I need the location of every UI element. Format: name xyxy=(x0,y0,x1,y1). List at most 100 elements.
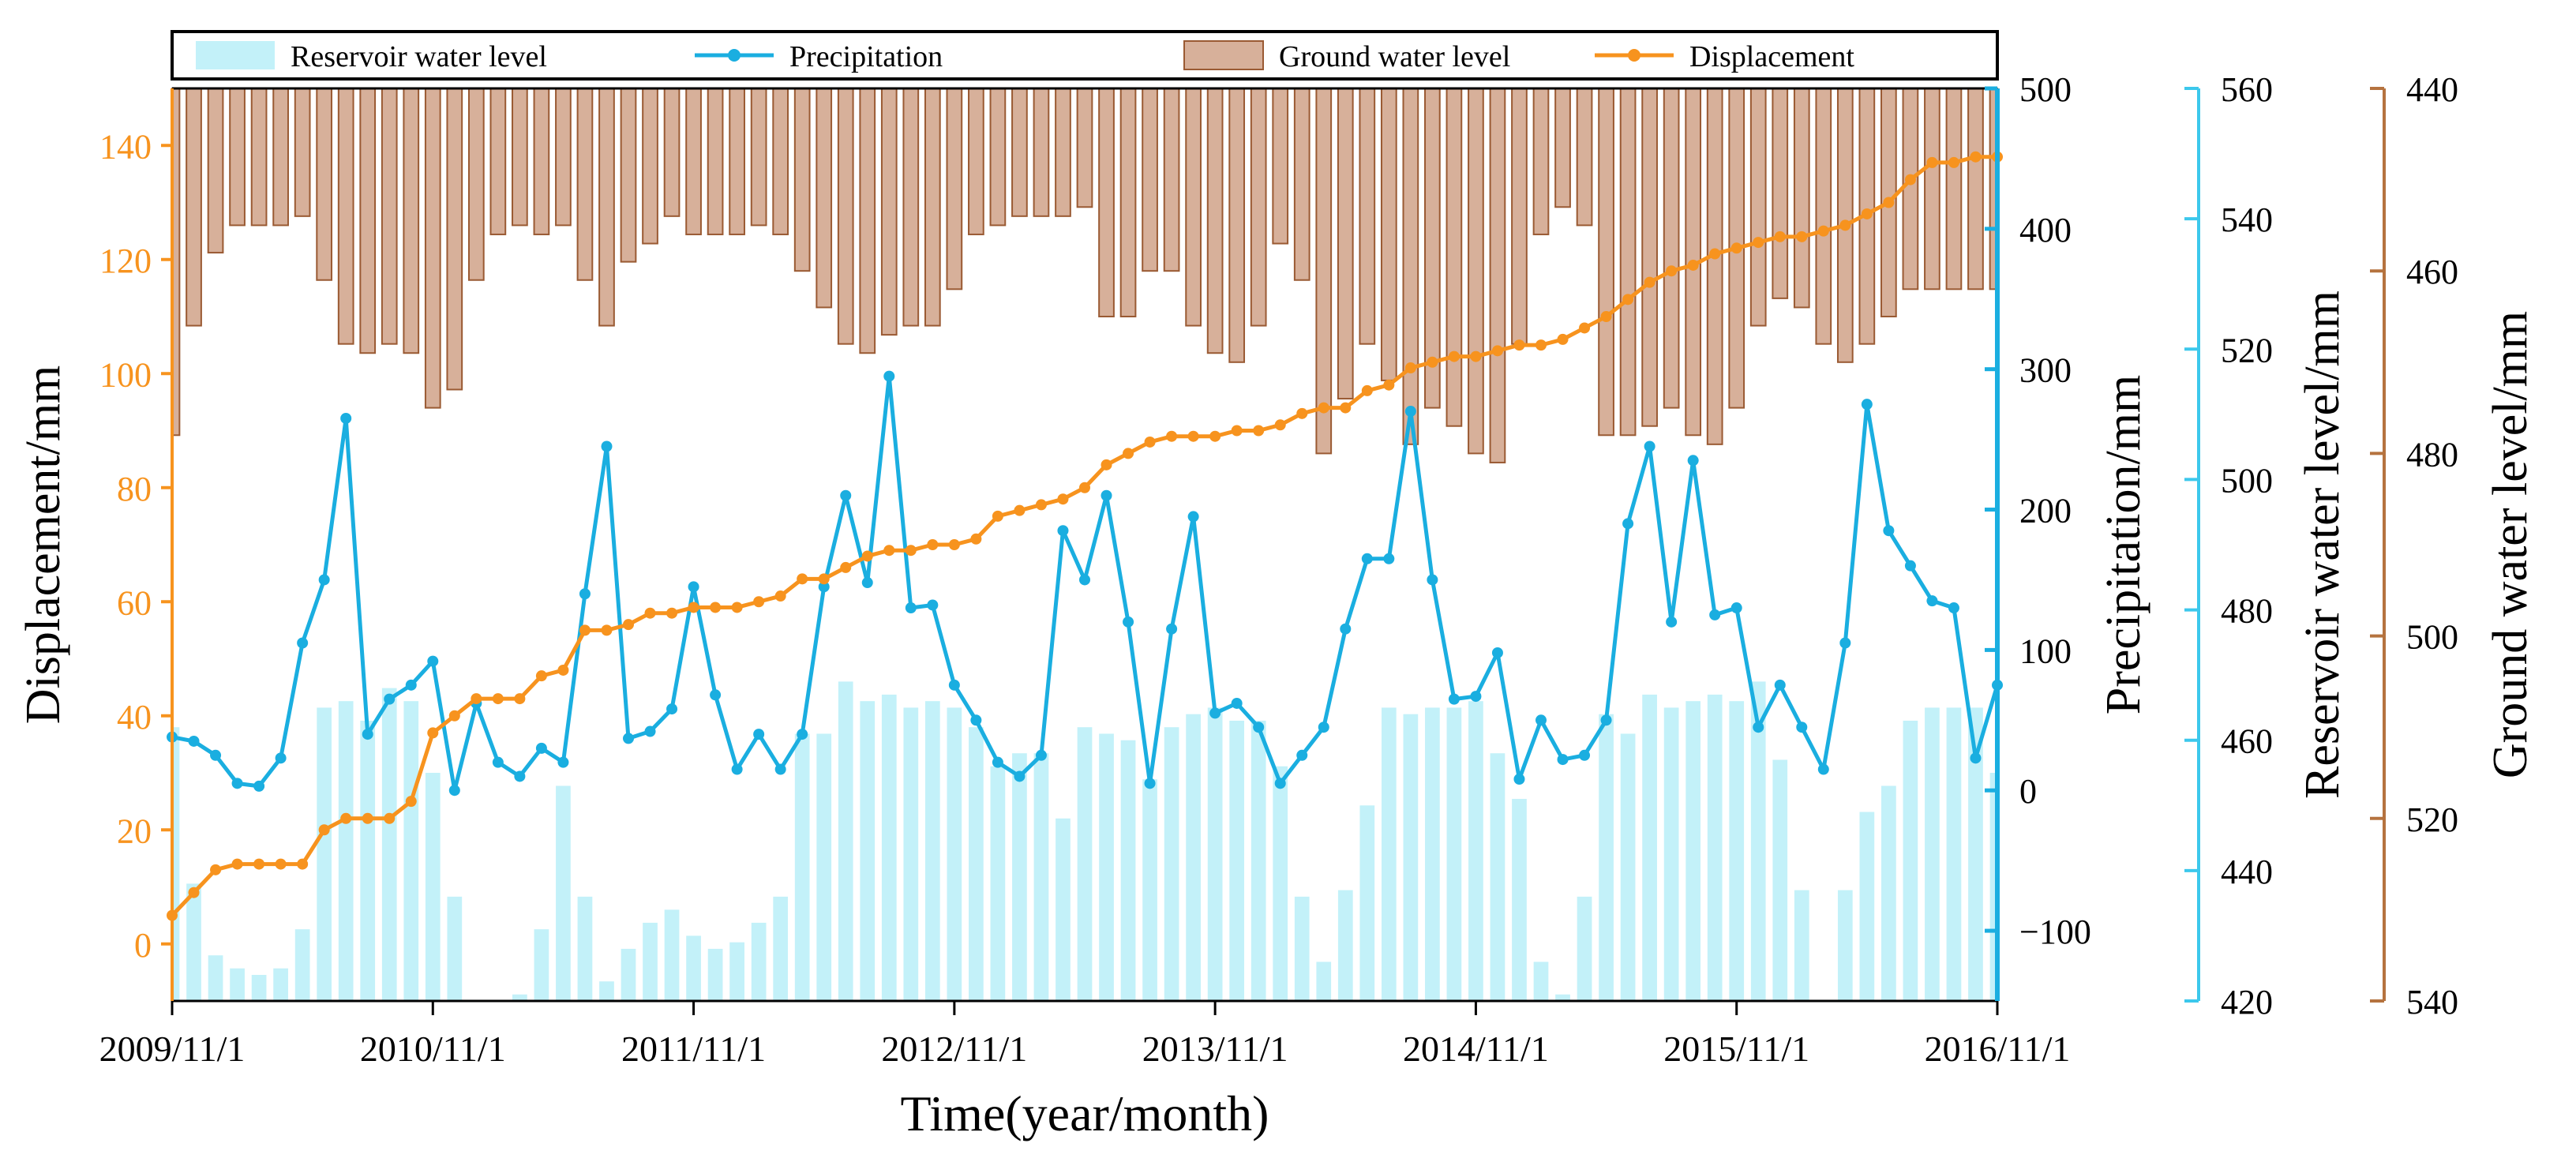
reservoir-bar xyxy=(1099,733,1114,1001)
displacement-point xyxy=(601,624,613,636)
precipitation-point xyxy=(970,714,982,726)
reservoir-bar xyxy=(1663,707,1679,1001)
displacement-point xyxy=(1187,430,1199,442)
reservoir-bar xyxy=(1229,720,1245,1001)
precipitation-axis-title: Precipitation/mm xyxy=(2097,375,2150,715)
reservoir-bar xyxy=(577,896,593,1001)
precipitation-point xyxy=(405,679,417,691)
ground-water-bar xyxy=(1337,88,1354,400)
displacement-point xyxy=(427,727,439,739)
ground-water-bar xyxy=(1119,88,1137,317)
reservoir-bar xyxy=(208,955,223,1001)
groundwater-tick-label: 540 xyxy=(2406,983,2458,1021)
displacement-point xyxy=(774,590,786,602)
displacement-point xyxy=(318,824,330,836)
ground-water-bar xyxy=(946,88,963,290)
reservoir-tick-label: 480 xyxy=(2221,592,2273,631)
ground-water-bar xyxy=(186,88,202,327)
reservoir-bar xyxy=(1620,733,1636,1001)
precipitation-point xyxy=(1753,722,1764,733)
reservoir-tick-label: 520 xyxy=(2221,331,2273,369)
ground-water-bar xyxy=(1489,88,1506,463)
legend-swatch xyxy=(1183,40,1264,70)
displacement-point xyxy=(1231,425,1243,437)
legend-label: Precipitation xyxy=(789,40,943,73)
displacement-point xyxy=(1427,356,1438,368)
ground-water-bar xyxy=(772,88,789,235)
reservoir-bar xyxy=(1337,890,1353,1001)
ground-water-bar xyxy=(1228,88,1246,363)
precipitation-point xyxy=(1709,609,1721,620)
precipitation-point xyxy=(1817,763,1829,775)
precipitation-point xyxy=(601,440,613,452)
displacement-point xyxy=(275,858,287,870)
legend-swatch xyxy=(196,41,275,69)
displacement-point xyxy=(1274,419,1286,431)
displacement-point xyxy=(1948,156,1959,168)
displacement-tick-label: 20 xyxy=(117,812,152,850)
ground-water-bar xyxy=(598,88,615,327)
precipitation-point xyxy=(1035,749,1047,761)
displacement-point xyxy=(1774,231,1786,242)
precipitation-point xyxy=(384,693,396,705)
displacement-point xyxy=(666,607,678,619)
precipitation-point xyxy=(1600,714,1612,726)
precipitation-point xyxy=(318,574,330,586)
ground-water-bar xyxy=(1272,88,1289,245)
displacement-point xyxy=(1883,197,1895,208)
reservoir-bar xyxy=(686,935,701,1001)
ground-water-bar xyxy=(1163,88,1180,272)
ground-water-bar xyxy=(381,88,398,345)
precipitation-point xyxy=(1730,602,1742,614)
ground-water-bar xyxy=(337,88,354,345)
ground-water-bar xyxy=(1619,88,1637,437)
groundwater-tick-label: 500 xyxy=(2406,618,2458,657)
reservoir-bar xyxy=(1294,896,1310,1001)
reservoir-bar xyxy=(1381,707,1397,1001)
precipitation-point xyxy=(1839,637,1851,649)
groundwater-tick-label: 520 xyxy=(2406,800,2458,839)
precipitation-point xyxy=(644,725,656,737)
reservoir-bar xyxy=(1425,707,1440,1001)
x-tick-label: 2009/11/1 xyxy=(99,1029,246,1069)
ground-water-bar xyxy=(1576,88,1593,227)
displacement-point xyxy=(797,573,808,585)
ground-water-bar xyxy=(1967,88,1984,290)
reservoir-bar xyxy=(1903,720,1918,1001)
legend: Reservoir water level Precipitation Ground… xyxy=(171,30,1999,81)
reservoir-bar xyxy=(273,968,288,1001)
ground-water-bar xyxy=(1749,88,1767,327)
displacement-point xyxy=(970,533,982,545)
ground-water-bar xyxy=(467,88,485,281)
ground-water-bar xyxy=(989,88,1007,227)
reservoir-bar xyxy=(534,929,549,1001)
reservoir-bar xyxy=(1512,799,1527,1001)
displacement-point xyxy=(644,607,656,619)
precipitation-point xyxy=(1383,553,1395,564)
displacement-axis-title: Displacement/mm xyxy=(17,365,70,725)
displacement-point xyxy=(623,619,634,631)
ground-water-bar xyxy=(1902,88,1919,290)
reservoir-bar xyxy=(1533,961,1549,1001)
precipitation-tick-label: 100 xyxy=(2019,632,2072,670)
reservoir-bar xyxy=(1273,766,1288,1001)
ground-water-bar xyxy=(620,88,637,263)
reservoir-bar xyxy=(1772,759,1788,1001)
precipitation-point xyxy=(427,655,439,667)
displacement-point xyxy=(1970,151,1982,163)
precipitation-point xyxy=(1644,440,1655,452)
reservoir-bar xyxy=(1207,707,1223,1001)
displacement-point xyxy=(927,539,939,550)
displacement-tick-label: 80 xyxy=(117,470,152,508)
displacement-point xyxy=(1404,362,1416,374)
precipitation-point xyxy=(275,752,287,764)
legend-label: Reservoir water level xyxy=(291,40,547,73)
reservoir-bar xyxy=(1685,701,1701,1001)
ground-water-bar xyxy=(1293,88,1310,281)
ground-water-bar xyxy=(1315,88,1333,455)
displacement-point xyxy=(210,864,222,875)
ground-water-bar xyxy=(1445,88,1463,427)
ground-water-bar xyxy=(1706,88,1723,445)
displacement-point xyxy=(471,693,482,705)
x-tick-label: 2010/11/1 xyxy=(360,1029,506,1069)
